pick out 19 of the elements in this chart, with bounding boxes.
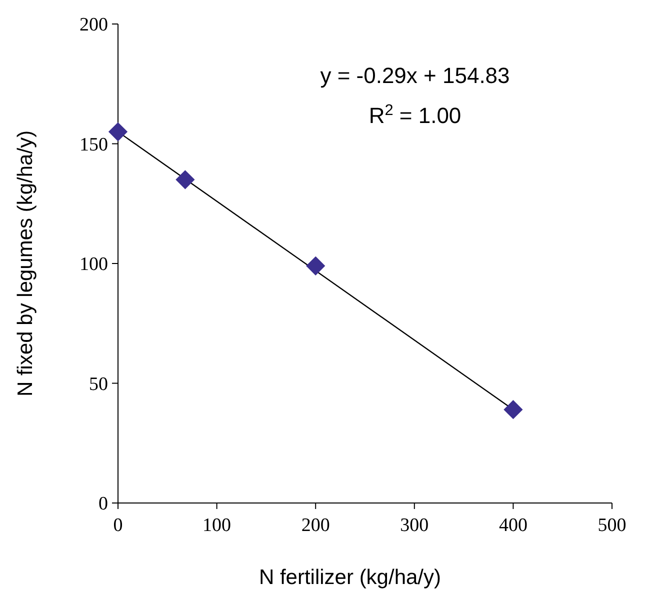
x-tick-label: 100 [202,515,232,536]
y-tick-label: 50 [89,374,108,395]
annotation: R$^{2}$ = 1.00 [368,102,462,128]
x-tick-label: 500 [598,515,626,536]
x-tick-label: 300 [400,515,429,536]
x-tick-label: 400 [498,515,528,536]
point [176,170,195,190]
y-tick-label: 100 [80,254,108,276]
annotation: y = -0.29x + 154.83 [320,63,510,88]
point [108,122,128,142]
x-axis-title: N fertilizer (kg/ha/y) [258,566,442,589]
y-tick-label: 200 [80,14,108,36]
y-axis-title: N fixed by legumes (kg/ha/y) [14,130,37,397]
y-tick-label: 150 [80,134,108,156]
x-tick-label: 200 [301,515,330,536]
point [306,256,325,276]
point [504,400,523,419]
y-tick-label: 0 [98,494,108,515]
x-tick-label: 0 [113,515,123,536]
